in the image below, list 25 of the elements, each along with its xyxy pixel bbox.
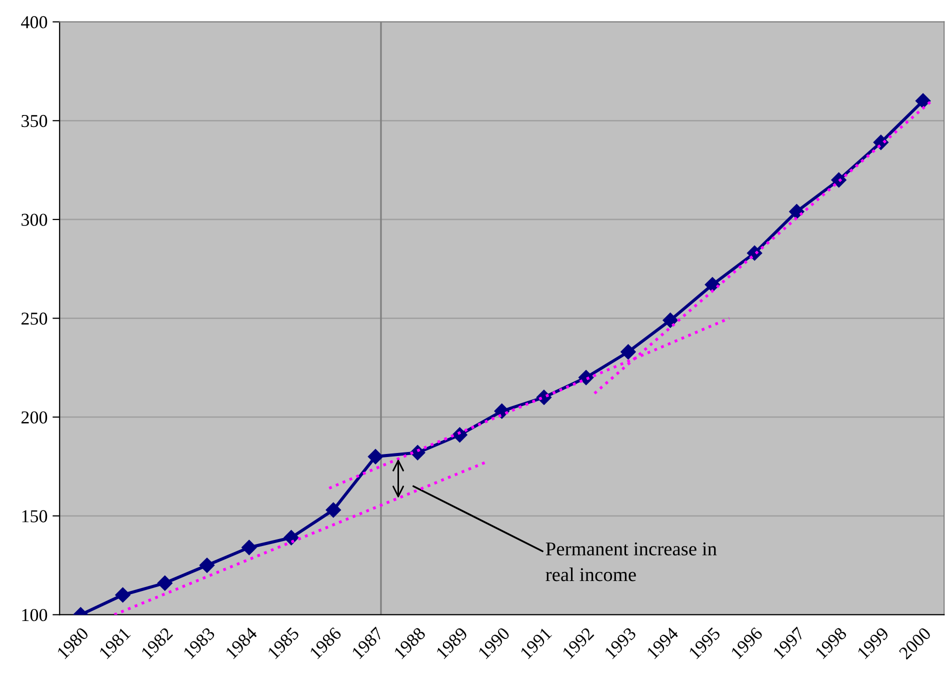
point: [368, 449, 384, 464]
y-tick-label: 250: [22, 312, 48, 325]
point: [326, 502, 341, 518]
point: [242, 540, 257, 556]
point: [578, 370, 594, 386]
y-tick-label: 300: [22, 214, 48, 226]
y-tick-label: 100: [22, 608, 48, 622]
point: [494, 404, 510, 419]
point: [662, 312, 678, 328]
point: [831, 172, 846, 188]
point: [199, 558, 215, 573]
y-tick-label: 150: [22, 510, 48, 522]
point: [284, 530, 299, 546]
y-tick-label: 400: [21, 16, 48, 28]
x-tick-label: 1991: [520, 626, 552, 660]
point: [157, 576, 172, 591]
point: [620, 344, 636, 360]
y-tick-label: 200: [22, 411, 48, 424]
y-tick-label: 350: [22, 114, 48, 128]
point: [704, 277, 720, 292]
point: [789, 204, 804, 220]
point: [115, 587, 130, 603]
x-tick-label: 1981: [98, 626, 131, 660]
annotation: Permanent increase in real income: [546, 542, 717, 582]
point: [915, 93, 931, 108]
